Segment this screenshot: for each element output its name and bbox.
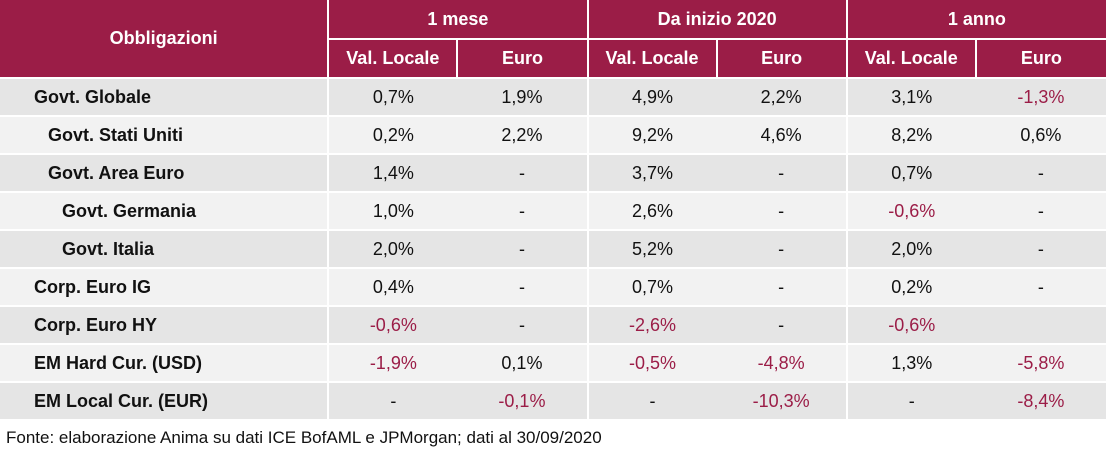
table-row: EM Local Cur. (EUR) - -0,1% - -10,3% - -8,4% [0,381,1106,419]
table-cell: 1,9% [457,77,588,116]
table-cell: 5,2% [586,229,717,268]
row-label: Corp. Euro HY [0,305,329,344]
table-cell: -5,8% [975,343,1106,382]
row-label: Govt. Germania [0,191,329,230]
table-cell: 9,2% [586,115,717,154]
table-cell: 3,1% [845,77,976,116]
table-row: Corp. Euro HY -0,6% - -2,6% - -0,6% [0,305,1106,344]
table-cell: - [716,267,847,306]
table-cell: -10,3% [716,381,847,419]
subheader-euro: Euro [715,38,847,78]
table-cell: -4,8% [716,343,847,382]
table-cell: -0,6% [845,305,976,344]
subheader-euro: Euro [974,38,1106,78]
table-cell: - [716,305,847,344]
table-cell: - [327,381,458,419]
group-header-da-inizio-2020: Da inizio 2020 [586,0,847,39]
subheader-val-locale: Val. Locale [586,38,717,78]
table-row: Govt. Globale 0,7% 1,9% 4,9% 2,2% 3,1% -1,3% [0,77,1106,116]
table-cell: 1,0% [327,191,458,230]
table-cell: 2,0% [845,229,976,268]
table-cell: - [457,267,588,306]
table-cell: - [586,381,717,419]
table-cell: 1,3% [845,343,976,382]
row-label: Govt. Globale [0,77,329,116]
table-body: Govt. Globale 0,7% 1,9% 4,9% 2,2% 3,1% -1,3% Go… [0,77,1106,419]
table-cell: -0,1% [457,381,588,419]
table-cell: - [716,229,847,268]
table-cell: 0,4% [327,267,458,306]
table-cell: 0,7% [586,267,717,306]
table-cell: - [716,153,847,192]
table-cell: 0,2% [845,267,976,306]
table-cell: - [716,191,847,230]
table-cell: -0,6% [845,191,976,230]
table-cell: 2,6% [586,191,717,230]
table-row: EM Hard Cur. (USD) -1,9% 0,1% -0,5% -4,8% 1,3… [0,343,1106,382]
table-cell: - [845,381,976,419]
table-cell: - [975,191,1106,230]
table-cell: -1,3% [975,77,1106,116]
subheader-val-locale: Val. Locale [845,38,976,78]
row-label: EM Local Cur. (EUR) [0,381,329,419]
table-cell: - [457,153,588,192]
row-label: Corp. Euro IG [0,267,329,306]
group-header-1-mese: 1 mese [327,0,588,39]
table-cell: - [975,267,1106,306]
table-cell: 1,4% [327,153,458,192]
table-cell: 0,1% [457,343,588,382]
table-cell: -8,4% [975,381,1106,419]
subheader-euro: Euro [456,38,588,78]
table-cell: 0,7% [845,153,976,192]
table-cell: 0,2% [327,115,458,154]
row-header-obbligazioni: Obbligazioni [0,0,329,78]
table-cell: -0,5% [586,343,717,382]
table-cell: - [457,305,588,344]
bond-performance-table: Obbligazioni 1 mese Da inizio 2020 1 ann… [0,0,1106,419]
row-label: Govt. Italia [0,229,329,268]
table-cell: 0,6% [975,115,1106,154]
table-cell: - [457,229,588,268]
group-header-1-anno: 1 anno [845,0,1106,39]
subheader-val-locale: Val. Locale [327,38,458,78]
table-row: Govt. Stati Uniti 0,2% 2,2% 9,2% 4,6% 8,2% 0,6… [0,115,1106,154]
table-cell: 2,2% [716,77,847,116]
table-row: Govt. Area Euro 1,4% -3,7% -0,7% - [0,153,1106,192]
table-cell: 4,6% [716,115,847,154]
table-cell: -0,6% [327,305,458,344]
table-cell: - [975,229,1106,268]
table-cell: 0,7% [327,77,458,116]
table-row: Corp. Euro IG 0,4% -0,7% -0,2% - [0,267,1106,306]
table-cell: -2,6% [586,305,717,344]
table-cell [975,305,1106,344]
table-cell: 4,9% [586,77,717,116]
table-cell: - [457,191,588,230]
table-cell: -1,9% [327,343,458,382]
table-cell: - [975,153,1106,192]
table-header: Obbligazioni 1 mese Da inizio 2020 1 ann… [0,0,1106,78]
table-cell: 8,2% [845,115,976,154]
table-cell: 2,0% [327,229,458,268]
source-note: Fonte: elaborazione Anima su dati ICE Bo… [6,428,602,447]
row-label: EM Hard Cur. (USD) [0,343,329,382]
table-row: Govt. Italia 2,0% -5,2% -2,0% - [0,229,1106,268]
table-cell: 2,2% [457,115,588,154]
row-label: Govt. Area Euro [0,153,329,192]
table-cell: 3,7% [586,153,717,192]
row-label: Govt. Stati Uniti [0,115,329,154]
table-row: Govt. Germania 1,0% -2,6% - -0,6% - [0,191,1106,230]
